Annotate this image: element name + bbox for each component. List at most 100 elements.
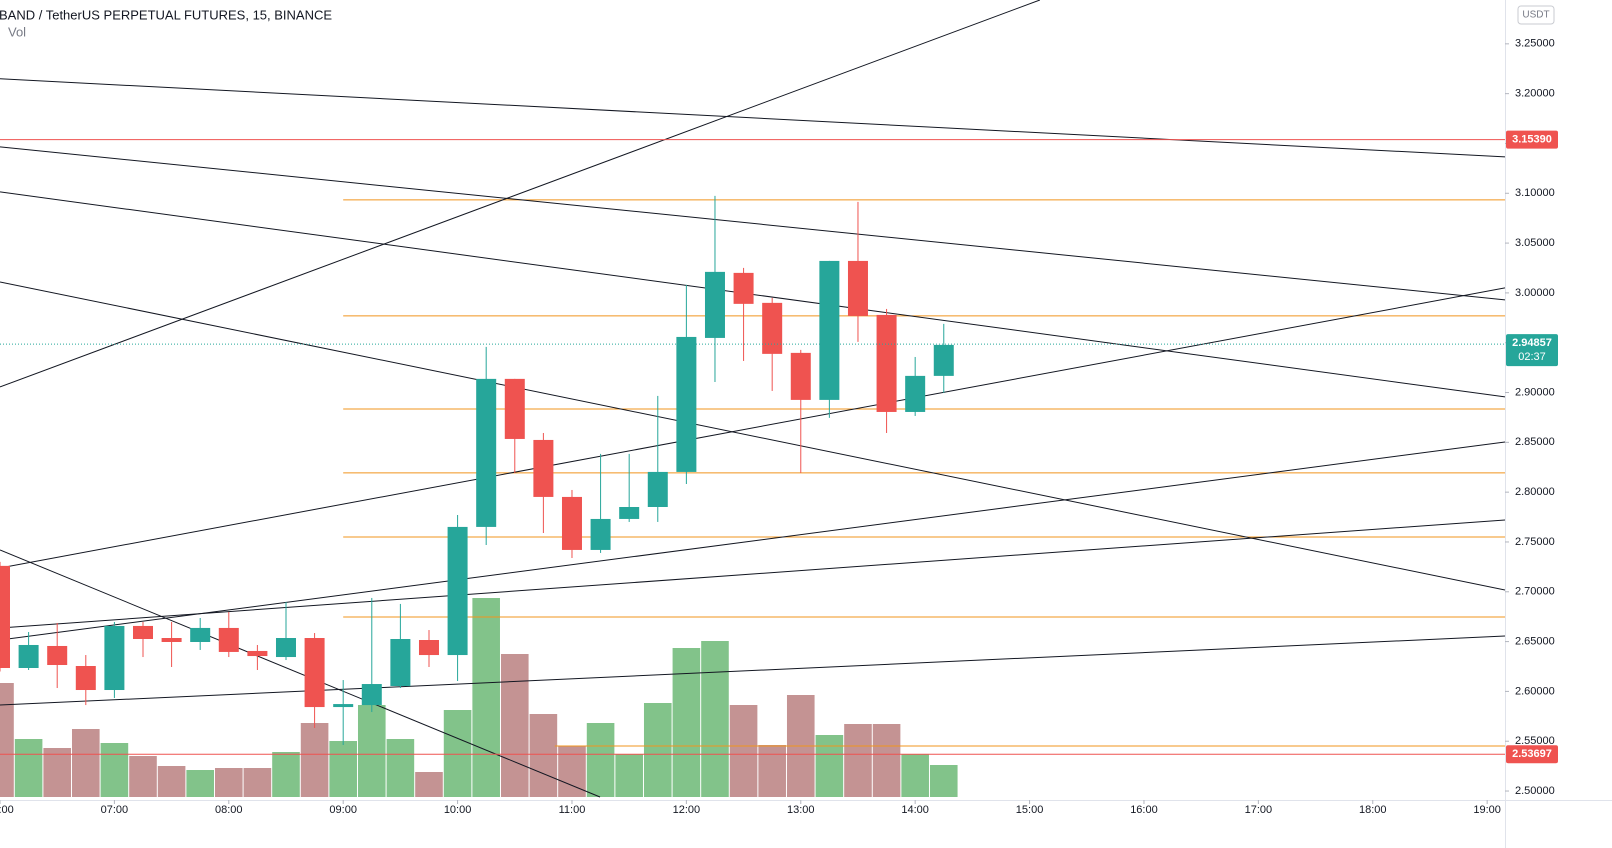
x-tick-label: 16:00 xyxy=(1130,804,1158,816)
candle-body xyxy=(590,518,611,550)
candle-body xyxy=(161,638,182,642)
volume-bar xyxy=(529,714,558,797)
currency-box[interactable] xyxy=(1517,5,1555,25)
candle-body xyxy=(819,260,840,400)
y-tick-label: 2.70000 xyxy=(1515,586,1555,598)
trend-line xyxy=(0,549,601,798)
candle-body xyxy=(704,271,725,338)
volume-bar xyxy=(815,735,844,797)
candle-body xyxy=(647,471,668,507)
x-tick-label: 08:00 xyxy=(215,804,243,816)
volume-bar xyxy=(386,739,415,797)
trend-line xyxy=(0,281,1505,591)
candle-body xyxy=(504,378,525,439)
volume-bar xyxy=(844,724,872,797)
candle-body xyxy=(905,375,926,412)
volume-bar xyxy=(43,748,71,797)
chart-title: BAND / TetherUS PERPETUAL FUTURES, 15, B… xyxy=(0,7,332,22)
alert-label: 2.53697 xyxy=(1512,748,1552,760)
volume-label: Vol xyxy=(8,24,26,39)
candle-body xyxy=(390,639,411,687)
x-tick-label: 13:00 xyxy=(787,804,815,816)
trend-line xyxy=(0,287,1505,569)
volume-bar xyxy=(672,648,701,797)
candle-body xyxy=(790,352,811,400)
volume-bar xyxy=(0,683,14,797)
alert-label: 3.15390 xyxy=(1512,133,1552,145)
x-tick-label: 15:00 xyxy=(1016,804,1044,816)
volume-bar xyxy=(929,765,958,797)
candle-body xyxy=(361,684,382,706)
volume-bar xyxy=(415,772,443,797)
last-price-label: 2.94857 xyxy=(1512,337,1552,349)
volume-bar xyxy=(272,752,300,797)
candle-body xyxy=(561,496,582,550)
volume-bar xyxy=(214,768,243,797)
candle-body xyxy=(676,336,697,472)
candle-body xyxy=(933,344,954,376)
alert-label-box xyxy=(1506,130,1558,149)
y-tick-label: 3.00000 xyxy=(1515,287,1555,299)
alert-label-box xyxy=(1506,745,1558,764)
candle-body xyxy=(190,627,211,642)
y-tick-label: 3.05000 xyxy=(1515,237,1555,249)
plot-area xyxy=(0,0,1505,798)
y-tick-label: 2.55000 xyxy=(1515,735,1555,747)
trend-line xyxy=(0,146,1505,301)
volume-bar xyxy=(329,741,357,797)
y-tick-label: 3.10000 xyxy=(1515,187,1555,199)
candle-body xyxy=(132,625,153,640)
volume-bar xyxy=(100,743,129,797)
volume-bar xyxy=(443,710,472,797)
x-tick-label: 06:00 xyxy=(0,804,14,816)
volume-bar xyxy=(729,705,758,797)
candle-body xyxy=(533,439,554,497)
volume-bar xyxy=(129,756,157,797)
candle-body xyxy=(762,302,783,354)
candle-body xyxy=(0,565,10,668)
volume-bar xyxy=(643,703,672,797)
volume-bar xyxy=(71,729,100,797)
volume-bar xyxy=(357,705,386,797)
volume-bar xyxy=(243,768,272,797)
x-tick-label: 09:00 xyxy=(329,804,357,816)
volume-bar xyxy=(300,723,329,797)
y-tick-label: 2.90000 xyxy=(1515,386,1555,398)
volume-bar xyxy=(615,754,643,797)
candle-body xyxy=(275,638,296,658)
candle-body xyxy=(876,314,897,412)
y-tick-label: 3.20000 xyxy=(1515,88,1555,100)
candle-body xyxy=(218,627,239,652)
volume-bar xyxy=(472,598,500,797)
x-tick-label: 17:00 xyxy=(1245,804,1273,816)
volume-bar xyxy=(901,754,929,797)
volume-bar xyxy=(701,641,729,797)
y-tick-label: 3.25000 xyxy=(1515,38,1555,50)
currency[interactable]: USDT xyxy=(1522,10,1549,21)
volume-bar xyxy=(758,745,786,797)
volume-bar xyxy=(157,766,186,797)
x-tick-label: 12:00 xyxy=(673,804,701,816)
volume-bar xyxy=(186,770,214,797)
volume-bar xyxy=(586,723,615,797)
volume-bar xyxy=(14,739,43,797)
y-tick-label: 2.65000 xyxy=(1515,636,1555,648)
x-tick-label: 18:00 xyxy=(1359,804,1387,816)
candle-body xyxy=(75,666,96,691)
countdown: 02:37 xyxy=(1518,351,1546,363)
trend-line xyxy=(0,0,1041,388)
volume-bar xyxy=(500,654,529,797)
candle-body xyxy=(18,644,39,668)
volume-bar xyxy=(872,724,901,797)
candle-body xyxy=(418,640,439,656)
candle-body xyxy=(847,260,868,316)
last-price-box xyxy=(1506,334,1558,367)
x-tick-label: 11:00 xyxy=(559,804,586,816)
candle-body xyxy=(733,272,754,304)
candle-body xyxy=(104,625,125,691)
trend-line xyxy=(0,519,1505,629)
candle-body xyxy=(247,650,268,657)
candle-body xyxy=(447,526,468,656)
